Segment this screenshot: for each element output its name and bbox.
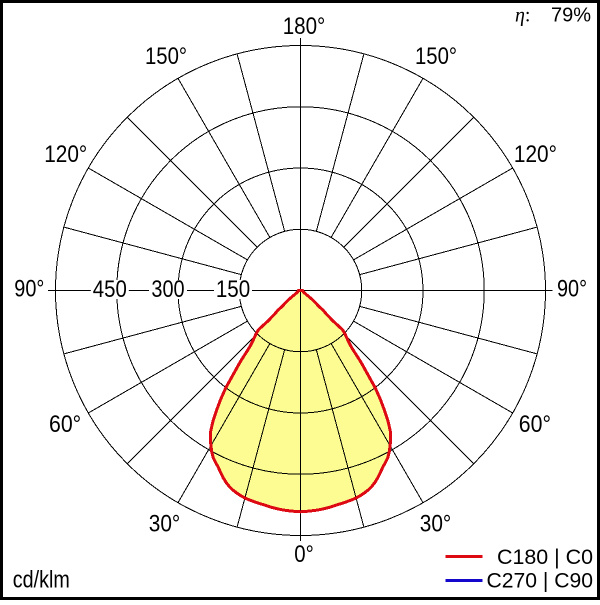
- svg-text:60°: 60°: [519, 411, 551, 438]
- svg-text:450: 450: [93, 276, 127, 303]
- svg-text:150°: 150°: [415, 43, 457, 70]
- svg-text:90°: 90°: [14, 276, 44, 303]
- svg-text:120°: 120°: [44, 141, 87, 168]
- svg-text:0°: 0°: [294, 541, 314, 568]
- svg-text:150°: 150°: [145, 43, 187, 70]
- svg-text:120°: 120°: [514, 141, 557, 168]
- svg-text:C180 | C0: C180 | C0: [497, 546, 593, 569]
- svg-text:η:: η:: [515, 5, 530, 27]
- svg-text:30°: 30°: [420, 511, 452, 538]
- svg-text:90°: 90°: [557, 276, 587, 303]
- svg-text:cd/klm: cd/klm: [13, 567, 70, 594]
- svg-text:180°: 180°: [283, 13, 326, 40]
- svg-text:60°: 60°: [49, 411, 81, 438]
- svg-text:79%: 79%: [551, 5, 591, 27]
- svg-text:150: 150: [216, 276, 250, 303]
- svg-text:30°: 30°: [149, 511, 181, 538]
- svg-text:C270 | C90: C270 | C90: [487, 570, 594, 593]
- svg-text:300: 300: [151, 276, 184, 303]
